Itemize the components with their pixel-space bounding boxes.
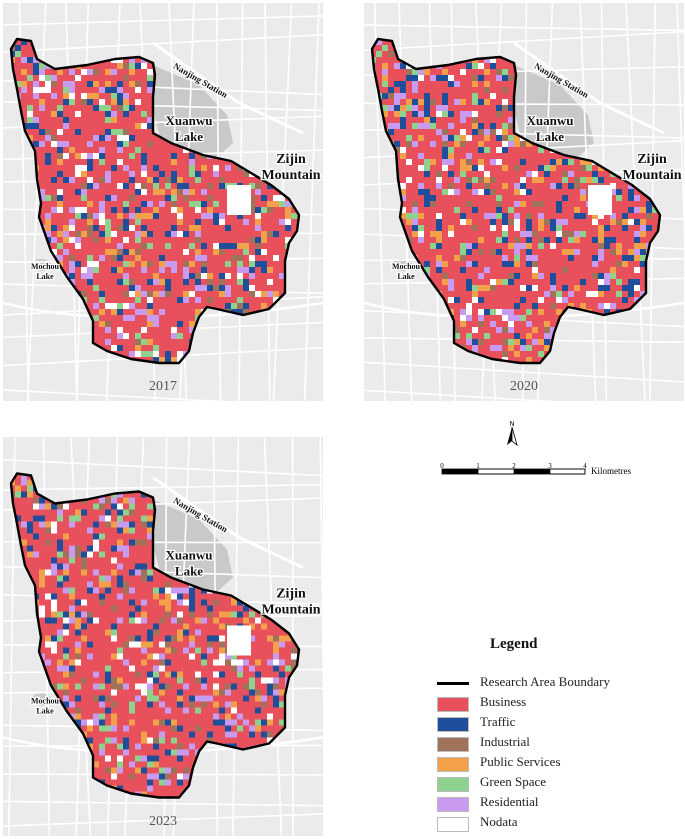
legend-swatch-green-space [437, 777, 469, 792]
legend-label-nodata: Nodata [480, 814, 518, 829]
nodata-patch [227, 625, 251, 656]
zijin-mountain-label-line2: Mountain [261, 168, 320, 183]
legend-label-traffic: Traffic [480, 714, 516, 729]
map-panel-2020: Nanjing Station Xuanwu Lake Zijin Mountain Mo… [364, 3, 684, 401]
scale-tick-0: 0 [440, 462, 444, 470]
legend-label-business: Business [480, 694, 527, 709]
research-area-boundary [370, 37, 662, 365]
legend-swatch-traffic [437, 717, 469, 732]
map-canvas-2017: Nanjing StationXuanwuLakeZijinMountainMo… [3, 3, 323, 401]
zijin-mountain-label-line2: Mountain [622, 168, 681, 183]
mochou-lake-label-line1: Mochou [31, 262, 60, 271]
scale-bar: 0 1 2 3 4 Kilometres [440, 462, 631, 476]
mochou-lake-label-line2: Lake [36, 272, 54, 281]
legend-label-boundary: Research Area Boundary [480, 674, 610, 689]
legend-label-residential: Residential [480, 794, 539, 809]
legend-item-nodata: Nodata [437, 813, 677, 833]
legend-item-traffic: Traffic [437, 713, 677, 733]
map-panel-2023: Nanjing Station Xuanwu Lake Zijin Mountain Mo… [3, 437, 323, 836]
legend-label-industrial: Industrial [480, 734, 530, 749]
xuanwu-lake-shape [153, 499, 233, 594]
mochou-lake-label-line1: Mochou [31, 697, 60, 706]
legend-item-green-space: Green Space [437, 773, 677, 793]
mochou-lake-label-line2: Lake [36, 707, 54, 716]
north-arrow-icon: N [507, 421, 518, 447]
legend-item-public-services: Public Services [437, 753, 677, 773]
zijin-mountain-label-line2: Mountain [261, 603, 320, 618]
legend-swatch-industrial [437, 737, 469, 752]
mochou-lake-label-line1: Mochou [392, 262, 421, 271]
xuanwu-lake-label-line2: Lake [175, 564, 203, 579]
zijin-mountain-label-line1: Zijin [637, 152, 667, 167]
zijin-mountain-label-line1: Zijin [276, 152, 306, 167]
xuanwu-lake-label-line1: Xuanwu [527, 113, 574, 128]
legend-title: Legend [490, 636, 538, 652]
scale-bar-svg: N 0 1 2 3 4 Kilometres [440, 421, 631, 476]
zijin-mountain-label-line1: Zijin [276, 587, 306, 602]
mochou-lake-shape [31, 693, 51, 706]
xuanwu-lake-label-line2: Lake [536, 129, 564, 144]
legend-swatch-business [437, 697, 469, 712]
legend-swatch-nodata [437, 817, 469, 832]
boundary-line-swatch [437, 682, 469, 685]
north-label: N [509, 421, 514, 428]
scale-tick-4: 4 [583, 462, 587, 470]
legend-swatch-residential [437, 797, 469, 812]
xuanwu-lake-label-line2: Lake [175, 129, 203, 144]
scale-tick-1: 1 [476, 462, 480, 470]
map-panel-2017: Nanjing Station Xuanwu Lake Zijin Mountain Mo… [3, 3, 323, 401]
year-label-2020: 2020 [510, 379, 538, 394]
scale-and-north: N 0 1 2 3 4 Kilometres [430, 420, 670, 480]
scale-unit: Kilometres [591, 466, 631, 476]
research-area-boundary [9, 472, 301, 799]
year-label-2017: 2017 [149, 379, 177, 394]
mochou-lake-label-line2: Lake [397, 272, 415, 281]
scale-tick-2: 2 [512, 462, 516, 470]
map-canvas-2020: Nanjing StationXuanwuLakeZijinMountainMo… [364, 3, 684, 401]
xuanwu-lake-label-line1: Xuanwu [166, 113, 213, 128]
legend-item-boundary: Research Area Boundary [437, 673, 677, 693]
legend-item-business: Business [437, 693, 677, 713]
scale-tick-3: 3 [548, 462, 552, 470]
research-area-boundary [9, 37, 301, 365]
legend-label-public-services: Public Services [480, 754, 561, 769]
legend-label-green-space: Green Space [480, 774, 547, 789]
legend-item-residential: Residential [437, 793, 677, 813]
legend-item-industrial: Industrial [437, 733, 677, 753]
nodata-patch [227, 185, 251, 215]
nodata-patch [588, 185, 612, 215]
legend-swatch-public-services [437, 757, 469, 772]
map-canvas-2023: Nanjing StationXuanwuLakeZijinMountainMo… [3, 437, 323, 836]
xuanwu-lake-label-line1: Xuanwu [166, 548, 213, 563]
year-label-2023: 2023 [149, 814, 177, 829]
